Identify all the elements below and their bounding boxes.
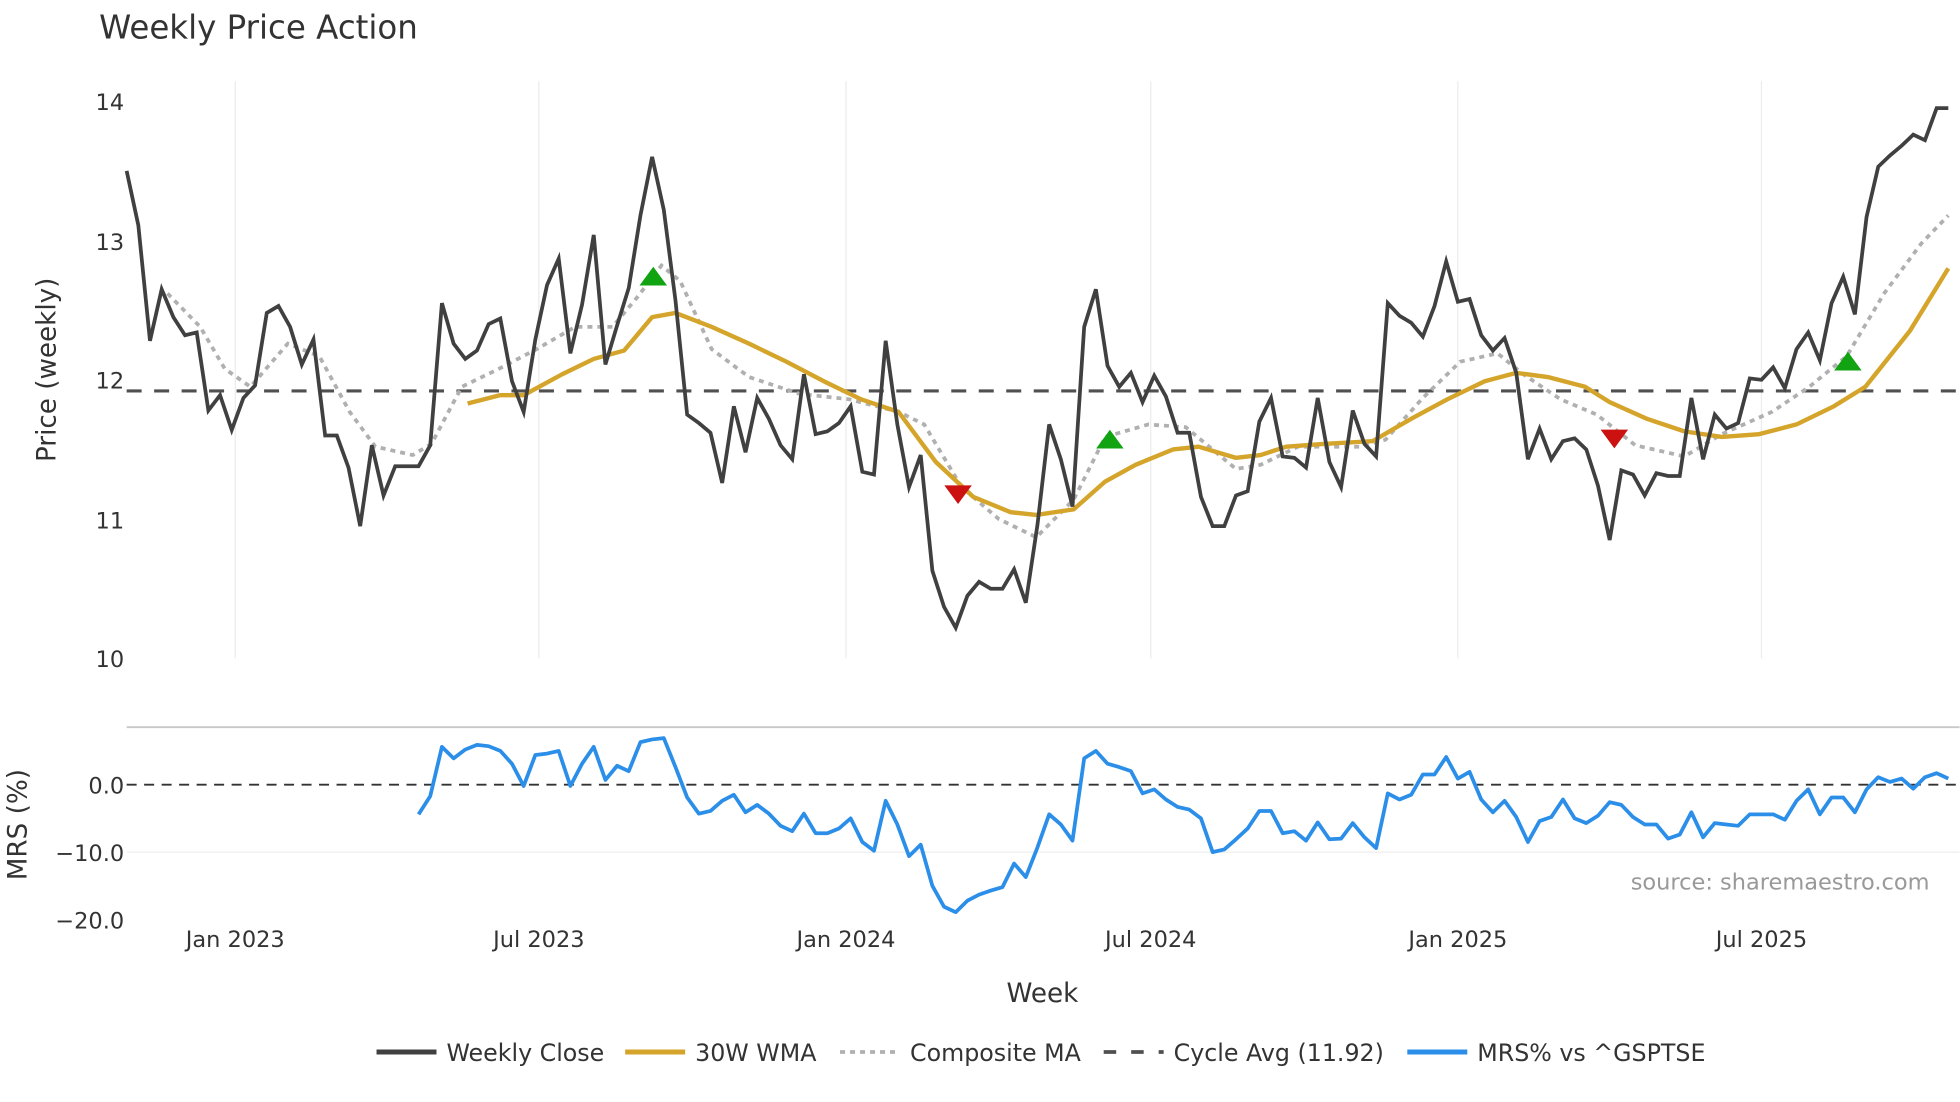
mrs-y-ticks: −20.0 −10.0 0.0 bbox=[55, 773, 124, 934]
y-tick-label: −20.0 bbox=[55, 908, 124, 934]
legend-item-composite-ma[interactable]: Composite MA bbox=[840, 1039, 1082, 1067]
legend: Weekly Close 30W WMA Composite MA Cycle … bbox=[376, 1039, 1705, 1067]
y-tick-label: −10.0 bbox=[55, 841, 124, 867]
sell-signal-marker bbox=[1600, 429, 1629, 449]
x-tick-label: Jan 2025 bbox=[1406, 927, 1507, 953]
legend-label: 30W WMA bbox=[695, 1039, 817, 1067]
sell-signal-marker bbox=[944, 485, 972, 505]
price-y-ticks: 10 11 12 13 14 bbox=[96, 90, 125, 673]
y-tick-label: 0.0 bbox=[88, 773, 124, 799]
legend-label: MRS% vs ^GSPTSE bbox=[1477, 1039, 1705, 1067]
mrs-line bbox=[416, 736, 1950, 915]
x-axis-title: Week bbox=[1007, 979, 1080, 1009]
x-tick-label: Jan 2023 bbox=[184, 927, 285, 953]
x-ticks: Jan 2023 Jul 2023 Jan 2024 Jul 2024 Jan … bbox=[184, 927, 1807, 953]
y-tick-label: 10 bbox=[96, 647, 125, 673]
buy-signal-marker bbox=[1096, 429, 1124, 449]
y-tick-label: 13 bbox=[96, 230, 125, 256]
mrs-y-axis-title: MRS (%) bbox=[4, 769, 34, 880]
legend-item-cycle-avg[interactable]: Cycle Avg (11.92) bbox=[1103, 1039, 1384, 1067]
series-layer bbox=[124, 106, 1960, 915]
weekly-close-line bbox=[124, 106, 1949, 633]
vertical-gridlines bbox=[234, 81, 1763, 659]
composite-ma-line bbox=[166, 214, 1950, 540]
price-y-axis-title: Price (weekly) bbox=[32, 278, 62, 462]
legend-label: Cycle Avg (11.92) bbox=[1174, 1039, 1384, 1067]
x-tick-label: Jul 2025 bbox=[1714, 927, 1807, 953]
chart-title: Weekly Price Action bbox=[99, 9, 418, 47]
legend-item-mrs[interactable]: MRS% vs ^GSPTSE bbox=[1407, 1039, 1705, 1067]
y-tick-label: 11 bbox=[96, 509, 125, 535]
x-tick-label: Jan 2024 bbox=[794, 927, 895, 953]
buy-signal-marker bbox=[639, 266, 668, 286]
legend-label: Weekly Close bbox=[446, 1039, 604, 1067]
legend-label: Composite MA bbox=[910, 1039, 1082, 1067]
legend-item-wma[interactable]: 30W WMA bbox=[625, 1039, 817, 1067]
y-tick-label: 14 bbox=[96, 90, 125, 116]
wma-30w-line bbox=[467, 267, 1951, 518]
legend-item-weekly-close[interactable]: Weekly Close bbox=[376, 1039, 605, 1067]
buy-signal-marker bbox=[1834, 351, 1862, 371]
x-tick-label: Jul 2024 bbox=[1103, 927, 1196, 953]
source-credit: source: sharemaestro.com bbox=[1631, 870, 1930, 896]
x-tick-label: Jul 2023 bbox=[491, 927, 584, 953]
y-tick-label: 12 bbox=[96, 369, 125, 395]
